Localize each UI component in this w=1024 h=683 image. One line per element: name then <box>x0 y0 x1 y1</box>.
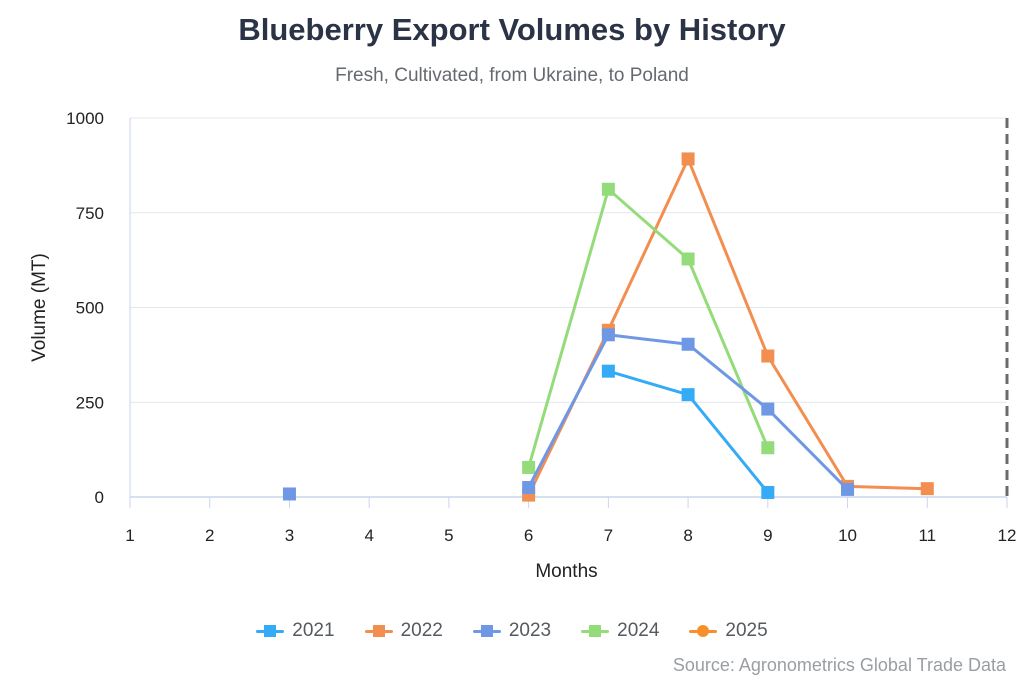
x-tick-label: 9 <box>763 526 772 545</box>
source-note: Source: Agronometrics Global Trade Data <box>672 655 1006 675</box>
x-tick-label: 11 <box>918 526 936 545</box>
legend-item-2021[interactable]: 2021 <box>256 620 335 642</box>
series-2022-point <box>920 482 934 496</box>
series-2023-line <box>527 333 849 491</box>
series-2023-point <box>282 487 296 501</box>
legend-label: 2025 <box>725 620 768 641</box>
series-2024-point <box>601 182 615 196</box>
x-tick-label: 6 <box>524 526 533 545</box>
legend-label: 2022 <box>400 620 443 641</box>
chart-legend: 2021 2022 2023 2024 2025 <box>0 620 1024 642</box>
y-axis-title: Volume (MT) <box>29 253 50 362</box>
series-2022-point <box>681 152 695 166</box>
legend-item-2025[interactable]: 2025 <box>689 620 768 642</box>
legend-swatch-icon <box>256 624 285 638</box>
legend-label: 2023 <box>508 620 552 641</box>
series-2021-point <box>601 364 615 378</box>
legend-swatch-icon <box>581 624 610 638</box>
page-title: Blueberry Export Volumes by History <box>238 12 786 47</box>
y-tick-label: 500 <box>76 299 104 318</box>
legend-swatch-icon <box>364 624 393 638</box>
x-tick-label: 4 <box>364 526 373 545</box>
legend-label: 2024 <box>617 620 660 641</box>
series-2024-point <box>522 460 536 474</box>
x-tick-label: 3 <box>285 526 294 545</box>
y-tick-label: 1000 <box>66 109 104 128</box>
x-tick-label: 10 <box>838 526 857 545</box>
legend-item-2022[interactable]: 2022 <box>364 620 443 642</box>
series-2023-point <box>761 402 775 416</box>
series-2024-point <box>761 441 775 455</box>
legend-swatch-icon <box>689 624 718 638</box>
page-subtitle: Fresh, Cultivated, from Ukraine, to Pola… <box>335 65 689 86</box>
series-2024-line <box>527 187 770 468</box>
legend-item-2024[interactable]: 2024 <box>581 620 659 642</box>
x-tick-label: 7 <box>604 526 613 545</box>
legend-label: 2021 <box>292 620 335 641</box>
x-axis-title: Months <box>535 561 597 582</box>
legend-item-2023[interactable]: 2023 <box>472 620 552 642</box>
series-2023-point <box>522 481 536 495</box>
series-2023-point <box>841 482 855 496</box>
x-tick-label: 1 <box>125 526 134 545</box>
x-tick-label: 12 <box>998 526 1017 545</box>
series-2023-point <box>681 337 695 351</box>
series-2022-point <box>761 349 775 363</box>
y-tick-label: 0 <box>95 488 104 507</box>
series-2024-point <box>681 252 695 266</box>
series-2021-point <box>761 485 775 499</box>
y-tick-label: 750 <box>76 204 104 223</box>
x-tick-label: 5 <box>444 526 453 545</box>
y-tick-label: 250 <box>76 393 104 412</box>
x-tick-label: 8 <box>683 526 692 545</box>
x-tick-label: 2 <box>205 526 214 545</box>
series-2021-point <box>681 388 695 402</box>
legend-swatch-icon <box>472 624 501 638</box>
series-2023-point <box>601 328 615 342</box>
